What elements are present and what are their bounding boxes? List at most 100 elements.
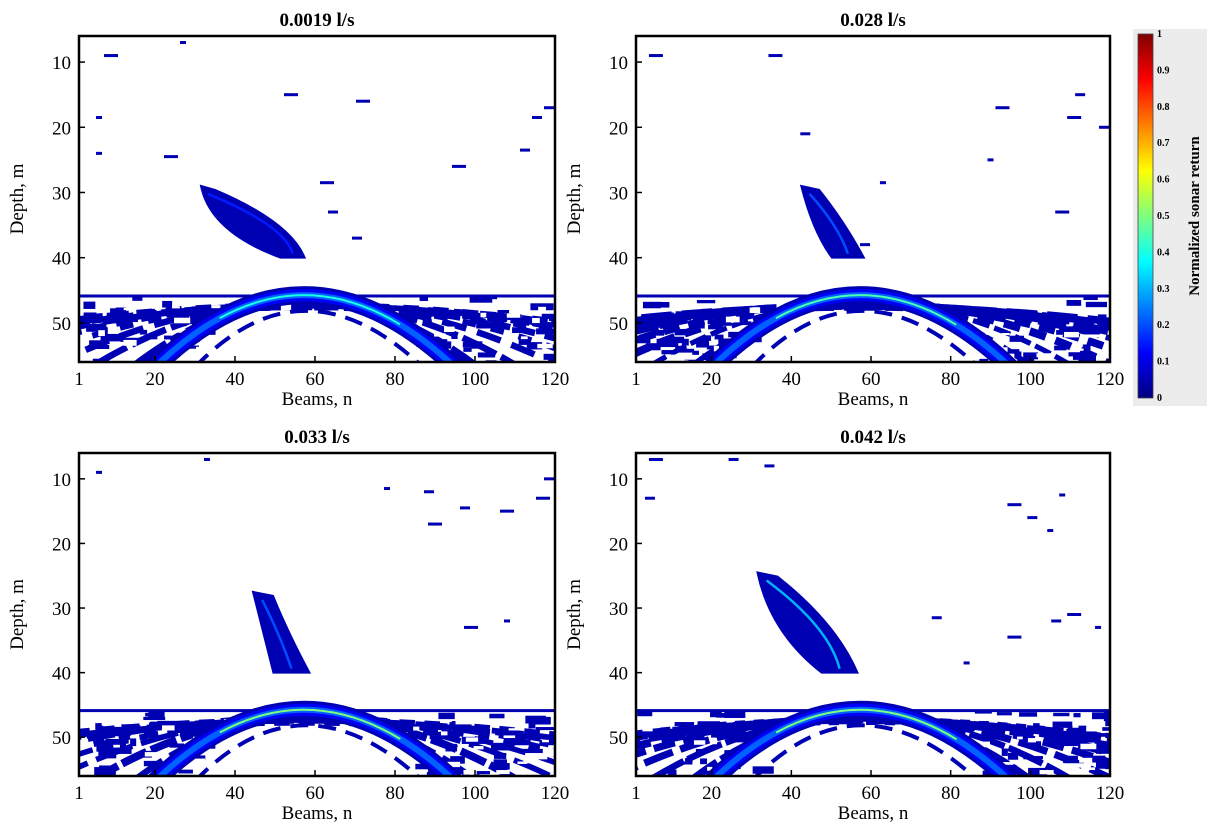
seabed-gap (503, 735, 516, 739)
seabed-clutter-cell (642, 301, 661, 309)
seabed-clutter-cell (472, 771, 491, 775)
seabed-clutter-cell (1009, 335, 1025, 342)
y-tick-label: 30 (52, 183, 71, 204)
seabed-clutter-cell (674, 328, 691, 336)
seabed-gap (961, 761, 971, 768)
seabed-gap (538, 306, 547, 311)
x-tick-label: 100 (461, 783, 490, 804)
noise-speckle (96, 470, 102, 474)
y-tick-label: 50 (52, 728, 71, 749)
seabed-clutter-cell (637, 711, 653, 717)
seabed-clutter-cell (120, 337, 139, 342)
seabed-clutter-cell (671, 730, 680, 735)
x-tick-label: 100 (1016, 369, 1045, 390)
seabed-clutter-cell (706, 345, 721, 350)
seabed-clutter-band (79, 715, 555, 766)
seabed-gap (952, 748, 958, 752)
seabed-clutter-cell (1082, 344, 1091, 351)
seabed-clutter-cell (541, 313, 555, 320)
seabed-clutter-cell (710, 711, 722, 718)
noise-speckle (180, 41, 186, 45)
seabed-gap (327, 729, 343, 734)
seabed-clutter-cell (685, 757, 693, 764)
x-tick-label: 120 (541, 783, 570, 804)
seabed-clutter-cell (491, 742, 515, 751)
seabed-gap (291, 324, 298, 330)
seabed-clutter-band (636, 303, 1110, 326)
seabed-arc-secondary (197, 723, 421, 776)
seabed-clutter-cell (696, 339, 710, 348)
colorbar-tick-label: 0.5 (1157, 211, 1170, 222)
seabed-gap (752, 307, 760, 313)
noise-speckle (648, 457, 663, 461)
seabed-clutter-cell (463, 347, 472, 352)
seabed-clutter-cell (173, 322, 187, 327)
panel-title: 0.028 l/s (840, 10, 905, 31)
x-tick-label: 1 (631, 369, 641, 390)
seabed-clutter-cell (675, 345, 687, 352)
seabed-clutter-cell (162, 300, 173, 308)
colorbar-tick-label: 0.8 (1157, 102, 1170, 113)
seabed-clutter-cell (1068, 352, 1085, 357)
seabed-clutter-cell (83, 301, 96, 309)
seabed-gap (444, 326, 455, 332)
seabed-gap (171, 306, 180, 309)
x-tick-label: 20 (146, 783, 165, 804)
seabed-arc-core (159, 294, 451, 362)
noise-speckle (464, 625, 478, 629)
seabed-gap (797, 769, 805, 776)
seabed-clutter-cell (132, 295, 143, 301)
x-tick-label: 120 (1096, 783, 1125, 804)
noise-speckle (96, 116, 102, 119)
noise-speckle (931, 616, 942, 620)
seabed-gap (863, 745, 882, 750)
seabed-gap (870, 732, 885, 738)
seabed-gap (517, 761, 528, 764)
seabed-clutter-cell (522, 748, 543, 754)
seabed-gap (1068, 763, 1085, 768)
colorbar: 0 0.1 0.2 0.3 0.4 0.5 0.6 0.7 0.8 0.9 1 Normalized … (1133, 29, 1207, 406)
y-tick-label: 40 (52, 664, 71, 685)
y-tick-label: 10 (609, 53, 628, 74)
seabed-gap (1001, 333, 1010, 336)
seabed-clutter-cell (674, 722, 695, 727)
x-tick-label: 1 (631, 783, 641, 804)
seabed-clutter-cell (681, 761, 693, 765)
bubble-plume-core (261, 599, 293, 670)
plot-area (636, 453, 1110, 776)
seabed-clutter-cell (681, 338, 689, 346)
seabed-clutter-cell (450, 756, 465, 764)
plot-area (79, 453, 555, 776)
seabed-gap (463, 769, 477, 775)
seabed-clutter-cell (92, 358, 110, 362)
seabed-clutter-cell (86, 323, 99, 332)
seabed-clutter-cell (707, 319, 732, 325)
noise-speckle (384, 487, 390, 491)
y-tick-label: 10 (52, 470, 71, 491)
panel-title: 0.033 l/s (284, 427, 349, 448)
seabed-clutter-cell (704, 335, 712, 341)
seabed-gap (905, 356, 917, 362)
seabed-gap (874, 742, 885, 746)
seabed-clutter-cell (429, 731, 448, 740)
seabed-clutter-cell (1019, 311, 1028, 316)
seabed-gap (280, 304, 292, 311)
seabed-clutter-cell (89, 340, 105, 348)
seabed-clutter-cell (735, 737, 756, 743)
seabed-clutter-cell (105, 738, 129, 744)
noise-speckle (1047, 529, 1054, 533)
seabed-clutter-cell (1004, 764, 1017, 772)
panel-3: 0.033 l/s1 20 40 60 80 100 1201020304050Beams,… (7, 427, 570, 824)
seabed-arc-secondary (753, 308, 976, 362)
colorbar-tick-label: 0.2 (1157, 320, 1170, 331)
seabed-clutter-cell (696, 299, 716, 304)
seabed-clutter-cell (438, 712, 455, 720)
seabed-gap (693, 740, 706, 745)
seabed-gap (113, 744, 120, 748)
seabed-clutter-cell (1095, 760, 1110, 769)
seabed-clutter-cell (1066, 300, 1082, 306)
seabed-clutter-cell (1067, 725, 1087, 731)
seabed-gap (123, 307, 132, 311)
seabed-gap (898, 328, 911, 332)
seabed-clutter-cell (543, 353, 555, 361)
